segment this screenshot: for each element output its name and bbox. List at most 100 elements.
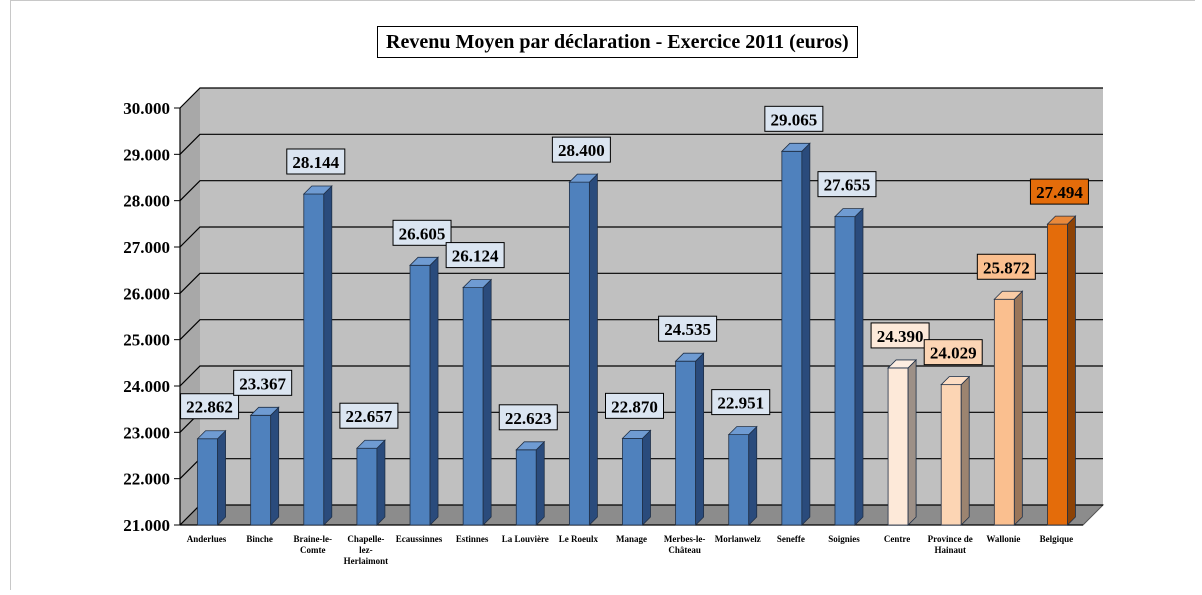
x-tick-label: Centre	[884, 534, 910, 544]
bar-side	[695, 352, 705, 526]
bar-front	[887, 367, 909, 526]
bar-top	[568, 173, 599, 183]
x-tick-label: lez-	[359, 545, 373, 555]
bar-side	[482, 278, 492, 526]
x-tick-label: Le Roeulx	[559, 534, 599, 544]
data-label-box	[339, 402, 399, 429]
data-label-text: 29.065	[770, 110, 817, 129]
data-label-box	[923, 339, 983, 366]
data-label: 27.655	[817, 171, 877, 198]
bar-side	[323, 185, 333, 526]
data-label: 28.144	[286, 148, 346, 175]
data-label-box	[286, 148, 346, 175]
x-tick-label: Belgique	[1040, 534, 1074, 544]
bar-front	[728, 434, 750, 526]
data-label-box	[498, 404, 558, 431]
bar-side	[1067, 215, 1076, 526]
y-tick-label: 25.000	[123, 331, 170, 350]
data-label: 26.124	[445, 242, 505, 269]
bar-side	[960, 375, 970, 526]
x-tick-label: Merbes-le-	[664, 534, 705, 544]
data-label-text: 24.535	[664, 320, 711, 339]
bar-front	[675, 360, 697, 526]
bar-top	[1046, 215, 1077, 225]
bar-6	[462, 278, 493, 526]
bar-front	[781, 150, 803, 526]
bar-5	[409, 256, 439, 526]
bar-17	[1046, 215, 1077, 526]
y-tick-label: 27.000	[123, 238, 170, 257]
bar-front	[622, 437, 643, 526]
x-tick-label: Seneffe	[777, 534, 805, 544]
x-tick-label: Morlanwelz	[715, 534, 761, 544]
data-label: 25.872	[976, 253, 1036, 280]
data-label-text: 24.390	[877, 327, 924, 346]
bar-top	[993, 290, 1024, 300]
bar-top	[940, 376, 971, 386]
data-label-text: 23.367	[239, 374, 286, 393]
bar-top	[515, 441, 546, 451]
bar-front	[568, 181, 590, 526]
y-tick-label: 23.000	[123, 423, 170, 442]
bar-4	[355, 439, 386, 526]
x-tick-label: Ecaussinnes	[396, 534, 443, 544]
bar-side	[748, 425, 758, 526]
bar-side	[801, 142, 811, 526]
bar-top	[780, 142, 811, 152]
x-tick-label: Wallonie	[986, 534, 1020, 544]
bar-side	[376, 439, 386, 526]
bar-side	[217, 429, 226, 526]
x-tick-label: Anderlues	[187, 534, 227, 544]
y-tick-label: 24.000	[123, 377, 170, 396]
bar-8	[568, 173, 599, 526]
bar-front	[515, 449, 537, 526]
bar-front	[250, 414, 272, 526]
data-label: 22.862	[180, 393, 240, 420]
gridline	[174, 133, 1103, 155]
data-label-text: 22.951	[717, 394, 764, 413]
bar-2	[249, 406, 280, 526]
data-label-box	[1029, 178, 1089, 205]
bar-front	[356, 447, 378, 526]
data-label-text: 26.124	[452, 247, 499, 266]
bar-13	[834, 207, 864, 526]
data-label-box	[605, 392, 664, 419]
x-tick-label: Estinnes	[456, 534, 489, 544]
data-label: 24.390	[870, 322, 930, 349]
data-label: 22.657	[339, 402, 399, 429]
data-label-text: 27.655	[824, 176, 871, 195]
data-label-text: 22.657	[346, 407, 393, 426]
y-tick-label: 28.000	[123, 192, 170, 211]
data-label-text: 24.029	[930, 344, 977, 363]
bar-top	[674, 352, 705, 362]
bar-7	[515, 440, 546, 526]
data-label: 23.367	[233, 369, 293, 396]
x-tick-label: Château	[668, 545, 701, 555]
bar-top	[887, 359, 918, 369]
bar-side	[854, 207, 864, 526]
bar-side	[907, 358, 917, 526]
data-label-box	[551, 136, 611, 163]
y-tick-label: 22.000	[123, 470, 170, 489]
data-label-text: 25.872	[983, 258, 1030, 277]
y-tick-label: 29.000	[123, 145, 170, 164]
bar-12	[780, 142, 811, 526]
x-tick-label: Herlaimont	[344, 556, 389, 566]
data-label-box	[658, 315, 718, 342]
data-label-text: 28.144	[292, 153, 339, 172]
bar-top	[834, 208, 864, 218]
data-label: 26.605	[392, 219, 452, 246]
data-label-box	[392, 219, 452, 246]
data-label: 22.623	[498, 404, 558, 431]
data-label-box	[817, 171, 877, 198]
x-tick-label: Braine-le-	[294, 534, 333, 544]
bar-9	[621, 429, 652, 526]
bar-top	[302, 185, 333, 195]
data-label-text: 22.870	[611, 397, 658, 416]
data-label: 24.535	[658, 315, 718, 342]
data-label-box	[711, 389, 771, 416]
bar-top	[409, 256, 439, 266]
data-label: 29.065	[764, 105, 824, 132]
data-label: 22.951	[711, 389, 771, 416]
x-tick-label: Hainaut	[934, 545, 966, 555]
